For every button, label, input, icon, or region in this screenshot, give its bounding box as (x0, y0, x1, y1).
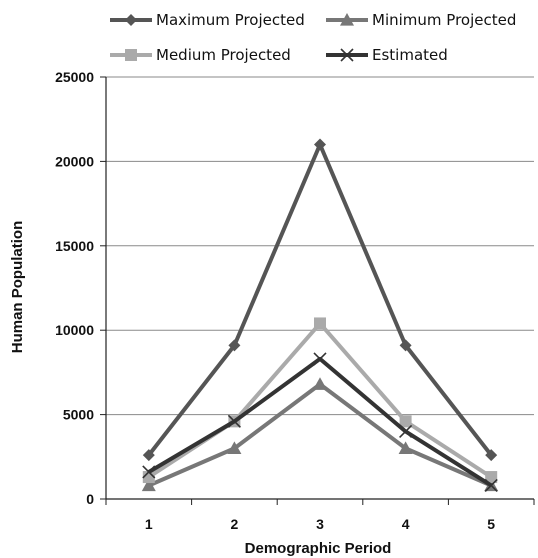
legend-label: Medium Projected (156, 46, 291, 64)
data-point-x (399, 424, 413, 439)
data-point-x-stroke (313, 352, 327, 366)
data-point-triangle (227, 441, 242, 454)
x-tick-label: 4 (402, 516, 410, 532)
x-tick-label: 1 (145, 516, 153, 532)
legend-item: Estimated (326, 46, 448, 64)
legend-label: Estimated (372, 46, 448, 64)
series-line (147, 142, 493, 457)
legend-label: Minimum Projected (372, 11, 516, 29)
y-tick-label: 0 (86, 491, 94, 507)
data-point-x (142, 465, 156, 479)
data-point-triangle (340, 13, 354, 26)
legend-item: Minimum Projected (326, 11, 516, 29)
x-tick-label: 3 (316, 516, 324, 532)
x-tick-label: 2 (231, 516, 239, 532)
data-point-triangle (141, 478, 156, 492)
y-tick-label: 10000 (55, 322, 94, 338)
data-point-square (399, 415, 412, 428)
data-point-diamond (228, 339, 241, 352)
data-point-diamond (314, 138, 326, 151)
data-point-square (125, 49, 137, 61)
series-maximum-projected (142, 138, 498, 462)
y-tick-label: 5000 (63, 407, 94, 423)
data-point-triangle (313, 377, 327, 390)
series-estimated (142, 352, 498, 493)
data-point-diamond (125, 14, 137, 26)
x-axis-title: Demographic Period (245, 540, 392, 557)
axes: 0 5000 10000 15000 20000 25000 1 2 3 4 5 (55, 69, 535, 532)
data-point-x-stroke (484, 478, 498, 493)
data-point-diamond (142, 449, 155, 462)
data-point-triangle (398, 441, 413, 454)
x-tick-label: 5 (487, 516, 495, 532)
series-line (148, 382, 492, 488)
data-point-square (314, 317, 326, 330)
y-tick-label: 25000 (55, 69, 94, 85)
data-point-x (340, 48, 354, 62)
legend-item: Medium Projected (110, 46, 291, 64)
data-point-square (485, 471, 498, 484)
series-medium-projected (142, 317, 498, 484)
data-point-x-stroke (227, 414, 241, 428)
y-axis-title: Human Population (9, 221, 26, 354)
y-tick-label: 20000 (55, 153, 94, 169)
series-group (141, 138, 499, 493)
data-point-x (484, 478, 498, 493)
data-point-x (313, 352, 327, 366)
data-point-x-stroke (340, 48, 354, 62)
data-point-x-stroke (142, 465, 156, 479)
y-tick-label: 15000 (55, 238, 94, 254)
legend-label: Maximum Projected (156, 11, 305, 29)
gridlines (106, 76, 534, 416)
data-point-diamond (399, 339, 412, 352)
data-point-x (227, 414, 241, 428)
legend-item: Maximum Projected (110, 11, 305, 29)
data-point-diamond (485, 449, 498, 462)
data-point-x-stroke (399, 424, 413, 439)
legend: Maximum Projected Minimum Projected Medium… (110, 11, 516, 64)
